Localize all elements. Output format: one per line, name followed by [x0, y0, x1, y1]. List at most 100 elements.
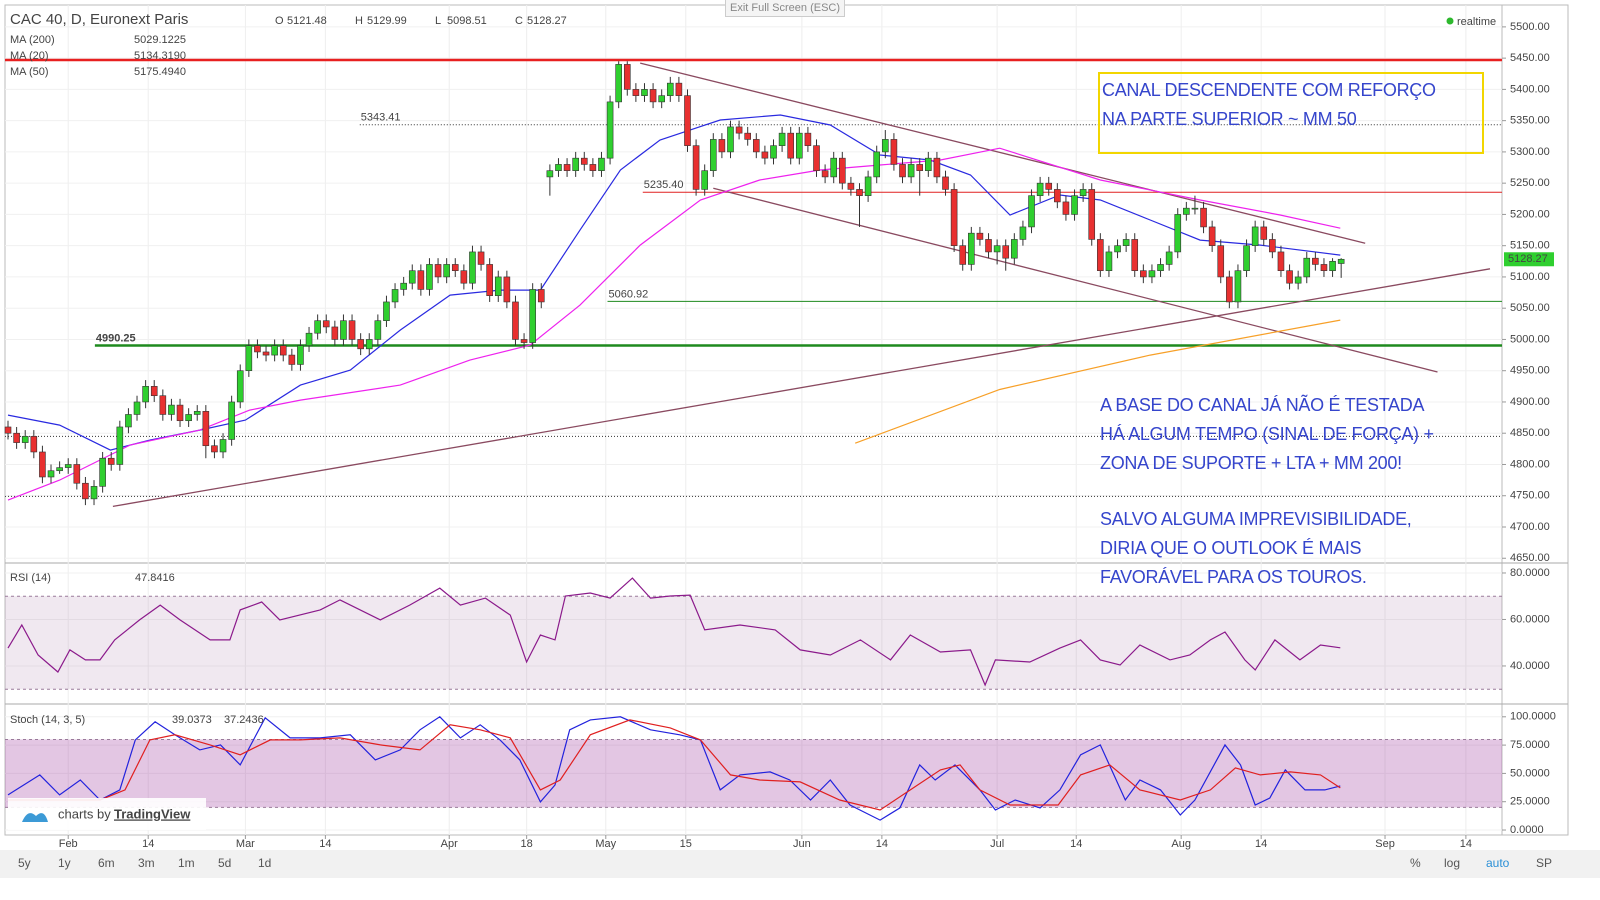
annotation-line: HÁ ALGUM TEMPO (SINAL DE FORÇA) + [1100, 424, 1434, 444]
x-tick-label: 18 [521, 838, 533, 850]
candle-body [494, 276, 502, 296]
scale-option[interactable]: auto [1486, 856, 1510, 870]
candle-body [1191, 207, 1199, 210]
candle-body [150, 386, 158, 397]
annotation-line: A BASE DO CANAL JÁ NÃO É TESTADA [1100, 395, 1425, 415]
y-tick-label: 5400.00 [1510, 83, 1550, 95]
branding-link[interactable]: TradingView [114, 806, 191, 821]
candle-body [615, 64, 622, 103]
candle-body [82, 482, 89, 500]
y-tick-label: 5250.00 [1510, 177, 1550, 189]
candle-body [64, 464, 72, 468]
candle-body [1157, 264, 1164, 271]
candle-body [142, 386, 149, 403]
candle-body [1011, 239, 1018, 259]
candle-body [486, 264, 493, 296]
period-button[interactable]: 5d [218, 856, 232, 870]
candle-body [314, 320, 321, 334]
candle-body [305, 332, 313, 347]
candle-body [279, 345, 287, 356]
moving-average [854, 319, 1341, 444]
candle-body [632, 89, 640, 96]
candle-body [847, 182, 855, 190]
candle-body [340, 320, 347, 340]
candle-body [1054, 189, 1061, 203]
x-tick-label: Jul [990, 838, 1004, 850]
candle-body [942, 176, 949, 190]
candle-body [426, 264, 433, 290]
candle-body [1320, 264, 1328, 271]
candle-body [684, 95, 691, 146]
exit-full-screen-button[interactable]: Exit Full Screen (ESC) [725, 0, 845, 17]
x-tick-label: Aug [1171, 838, 1191, 850]
candle-body [821, 170, 829, 178]
annotation-line: ZONA DE SUPORTE + LTA + MM 200! [1100, 453, 1402, 473]
scale-option[interactable]: log [1444, 856, 1461, 870]
period-button[interactable]: 3m [138, 856, 155, 870]
scale-option[interactable]: % [1410, 856, 1421, 870]
candle-body [1303, 257, 1311, 278]
candle-body [675, 82, 683, 96]
candle-body [993, 245, 1001, 253]
candle-body [1045, 182, 1053, 190]
period-button[interactable]: 1m [178, 856, 195, 870]
candle-body [718, 139, 726, 153]
candle-body [374, 320, 382, 340]
candle-body [1337, 258, 1345, 264]
ohlc-value: 5129.99 [367, 15, 407, 27]
candle-body [1097, 239, 1104, 271]
candle-body [692, 145, 700, 190]
candle-body [1062, 201, 1070, 215]
candle-body [709, 139, 717, 171]
period-button[interactable]: 1d [258, 856, 272, 870]
candle-body [1131, 239, 1139, 271]
x-tick-label: Apr [441, 838, 458, 850]
candle-body [933, 157, 941, 178]
candle-body [1234, 270, 1242, 303]
candle-body [968, 232, 975, 265]
annotation-line: SALVO ALGUMA IMPREVISIBILIDADE, [1100, 509, 1412, 529]
branding-logo [22, 813, 48, 822]
y-tick-label: 5350.00 [1510, 115, 1550, 127]
trendline [640, 62, 1366, 244]
period-button[interactable]: 6m [98, 856, 115, 870]
candle-body [787, 132, 794, 159]
candle-body [47, 470, 55, 478]
period-button[interactable]: 1y [58, 856, 71, 870]
period-button[interactable]: 5y [18, 856, 31, 870]
candle-body [1165, 251, 1173, 265]
y-tick-label: 0.0000 [1510, 824, 1544, 836]
scale-option[interactable]: SP [1536, 856, 1553, 870]
candle-body [443, 264, 450, 278]
candle-body [744, 132, 751, 140]
realtime-label: realtime [1457, 16, 1496, 28]
annotation-line: NA PARTE SUPERIOR ~ MM 50 [1102, 109, 1357, 129]
x-tick-label: 15 [680, 838, 692, 850]
annotation-box: CANAL DESCENDENTE COM REFORÇO NA PARTE SU… [1098, 72, 1484, 154]
candle-body [365, 339, 373, 350]
annotation-line: DIRIA QUE O OUTLOOK É MAIS [1100, 538, 1362, 558]
candle-body [133, 401, 141, 415]
stoch-line [8, 719, 1341, 811]
y-tick-label: 4850.00 [1510, 427, 1550, 439]
candle-body [254, 345, 261, 353]
candle-body [1243, 245, 1250, 271]
candle-body [701, 170, 708, 190]
candle-body [907, 164, 915, 178]
x-tick-label: 14 [876, 838, 888, 850]
candle-body [1312, 257, 1319, 265]
price-tag-label: 5128.27 [1508, 253, 1548, 265]
candle-body [529, 289, 536, 343]
candle-body [761, 151, 769, 159]
candle-body [451, 264, 459, 271]
moving-average [7, 114, 1341, 451]
candle-body [219, 439, 227, 453]
x-tick-label: Mar [236, 838, 255, 850]
candle-body [348, 320, 356, 340]
ma-legend-value: 5134.3190 [134, 50, 186, 62]
candle-body [1200, 207, 1207, 228]
ma-legend-value: 5175.4940 [134, 66, 186, 78]
y-tick-label: 5050.00 [1510, 302, 1550, 314]
ohlc-key: L [435, 15, 441, 27]
candle-body [864, 176, 872, 196]
